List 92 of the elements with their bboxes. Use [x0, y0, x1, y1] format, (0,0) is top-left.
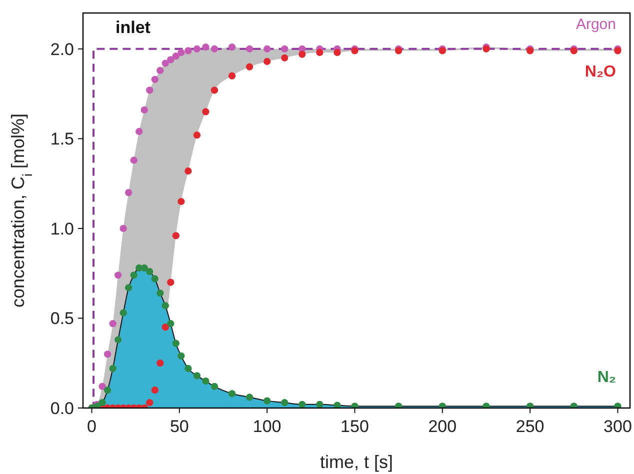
point	[130, 272, 138, 279]
point	[104, 350, 112, 358]
series-label: N₂O	[584, 64, 616, 81]
point	[193, 132, 201, 139]
point	[316, 48, 324, 56]
x-tick-label: 100	[252, 417, 282, 436]
x-tick-label: 50	[170, 417, 189, 436]
point	[281, 54, 288, 62]
point	[167, 278, 174, 286]
point	[109, 320, 116, 328]
point	[156, 290, 164, 297]
point	[351, 402, 358, 408]
point	[125, 284, 132, 292]
point	[614, 402, 622, 408]
point	[228, 44, 236, 51]
x-tick-label: 0	[87, 417, 96, 436]
point	[228, 72, 236, 80]
point	[281, 45, 288, 52]
point	[120, 224, 127, 232]
point	[104, 386, 112, 394]
y-tick-label: 0.0	[50, 399, 74, 418]
point	[281, 399, 288, 406]
point	[246, 63, 254, 70]
y-tick-label: 1.5	[50, 130, 74, 149]
point	[172, 52, 180, 60]
point	[210, 86, 218, 94]
point	[172, 232, 180, 240]
point	[114, 336, 122, 344]
series-label: N₂	[597, 369, 616, 386]
point	[316, 400, 324, 408]
point	[193, 45, 201, 52]
point	[264, 45, 271, 52]
point	[202, 44, 210, 51]
series-label: Argon	[576, 16, 616, 33]
point	[184, 47, 192, 54]
point	[202, 378, 210, 385]
point	[334, 402, 341, 408]
point	[193, 372, 201, 380]
point	[210, 45, 218, 52]
point	[167, 56, 174, 64]
point	[298, 400, 306, 408]
point	[156, 360, 164, 367]
point	[162, 324, 169, 331]
point	[98, 399, 106, 406]
x-tick-label: 150	[340, 417, 369, 436]
point	[151, 275, 158, 282]
y-tick-label: 0.5	[50, 309, 74, 328]
point	[140, 106, 148, 114]
point	[438, 402, 446, 408]
point	[156, 66, 164, 74]
point	[264, 397, 271, 404]
point	[146, 399, 154, 406]
point	[146, 86, 154, 94]
point	[130, 156, 138, 164]
point	[151, 386, 158, 394]
point	[98, 382, 106, 390]
point	[264, 58, 271, 66]
x-tick-label: 250	[516, 417, 544, 436]
point	[334, 48, 341, 56]
point	[246, 45, 254, 52]
point	[228, 390, 236, 398]
point	[114, 272, 122, 279]
point	[210, 382, 218, 390]
point	[172, 340, 180, 347]
y-tick-label: 1.0	[50, 219, 74, 238]
point	[298, 50, 306, 58]
point	[120, 309, 127, 316]
series-label: inlet	[116, 18, 151, 37]
point	[184, 364, 192, 372]
point	[109, 364, 116, 372]
x-axis-title: time, t [s]	[320, 452, 394, 472]
y-tick-label: 2.0	[50, 40, 74, 59]
point	[140, 264, 148, 272]
point	[146, 268, 154, 276]
point	[482, 402, 490, 408]
point	[162, 60, 169, 67]
point	[136, 128, 143, 136]
point	[178, 48, 185, 56]
point	[167, 320, 174, 328]
point	[246, 394, 254, 401]
point	[178, 198, 185, 206]
point	[570, 402, 578, 408]
point	[151, 76, 158, 83]
x-tick-label: 200	[428, 417, 457, 436]
point	[125, 188, 132, 196]
point	[202, 108, 210, 116]
point	[184, 167, 192, 175]
point	[526, 402, 534, 408]
point	[395, 402, 402, 408]
x-tick-label: 300	[604, 417, 632, 436]
point	[162, 302, 169, 310]
point	[178, 352, 185, 360]
